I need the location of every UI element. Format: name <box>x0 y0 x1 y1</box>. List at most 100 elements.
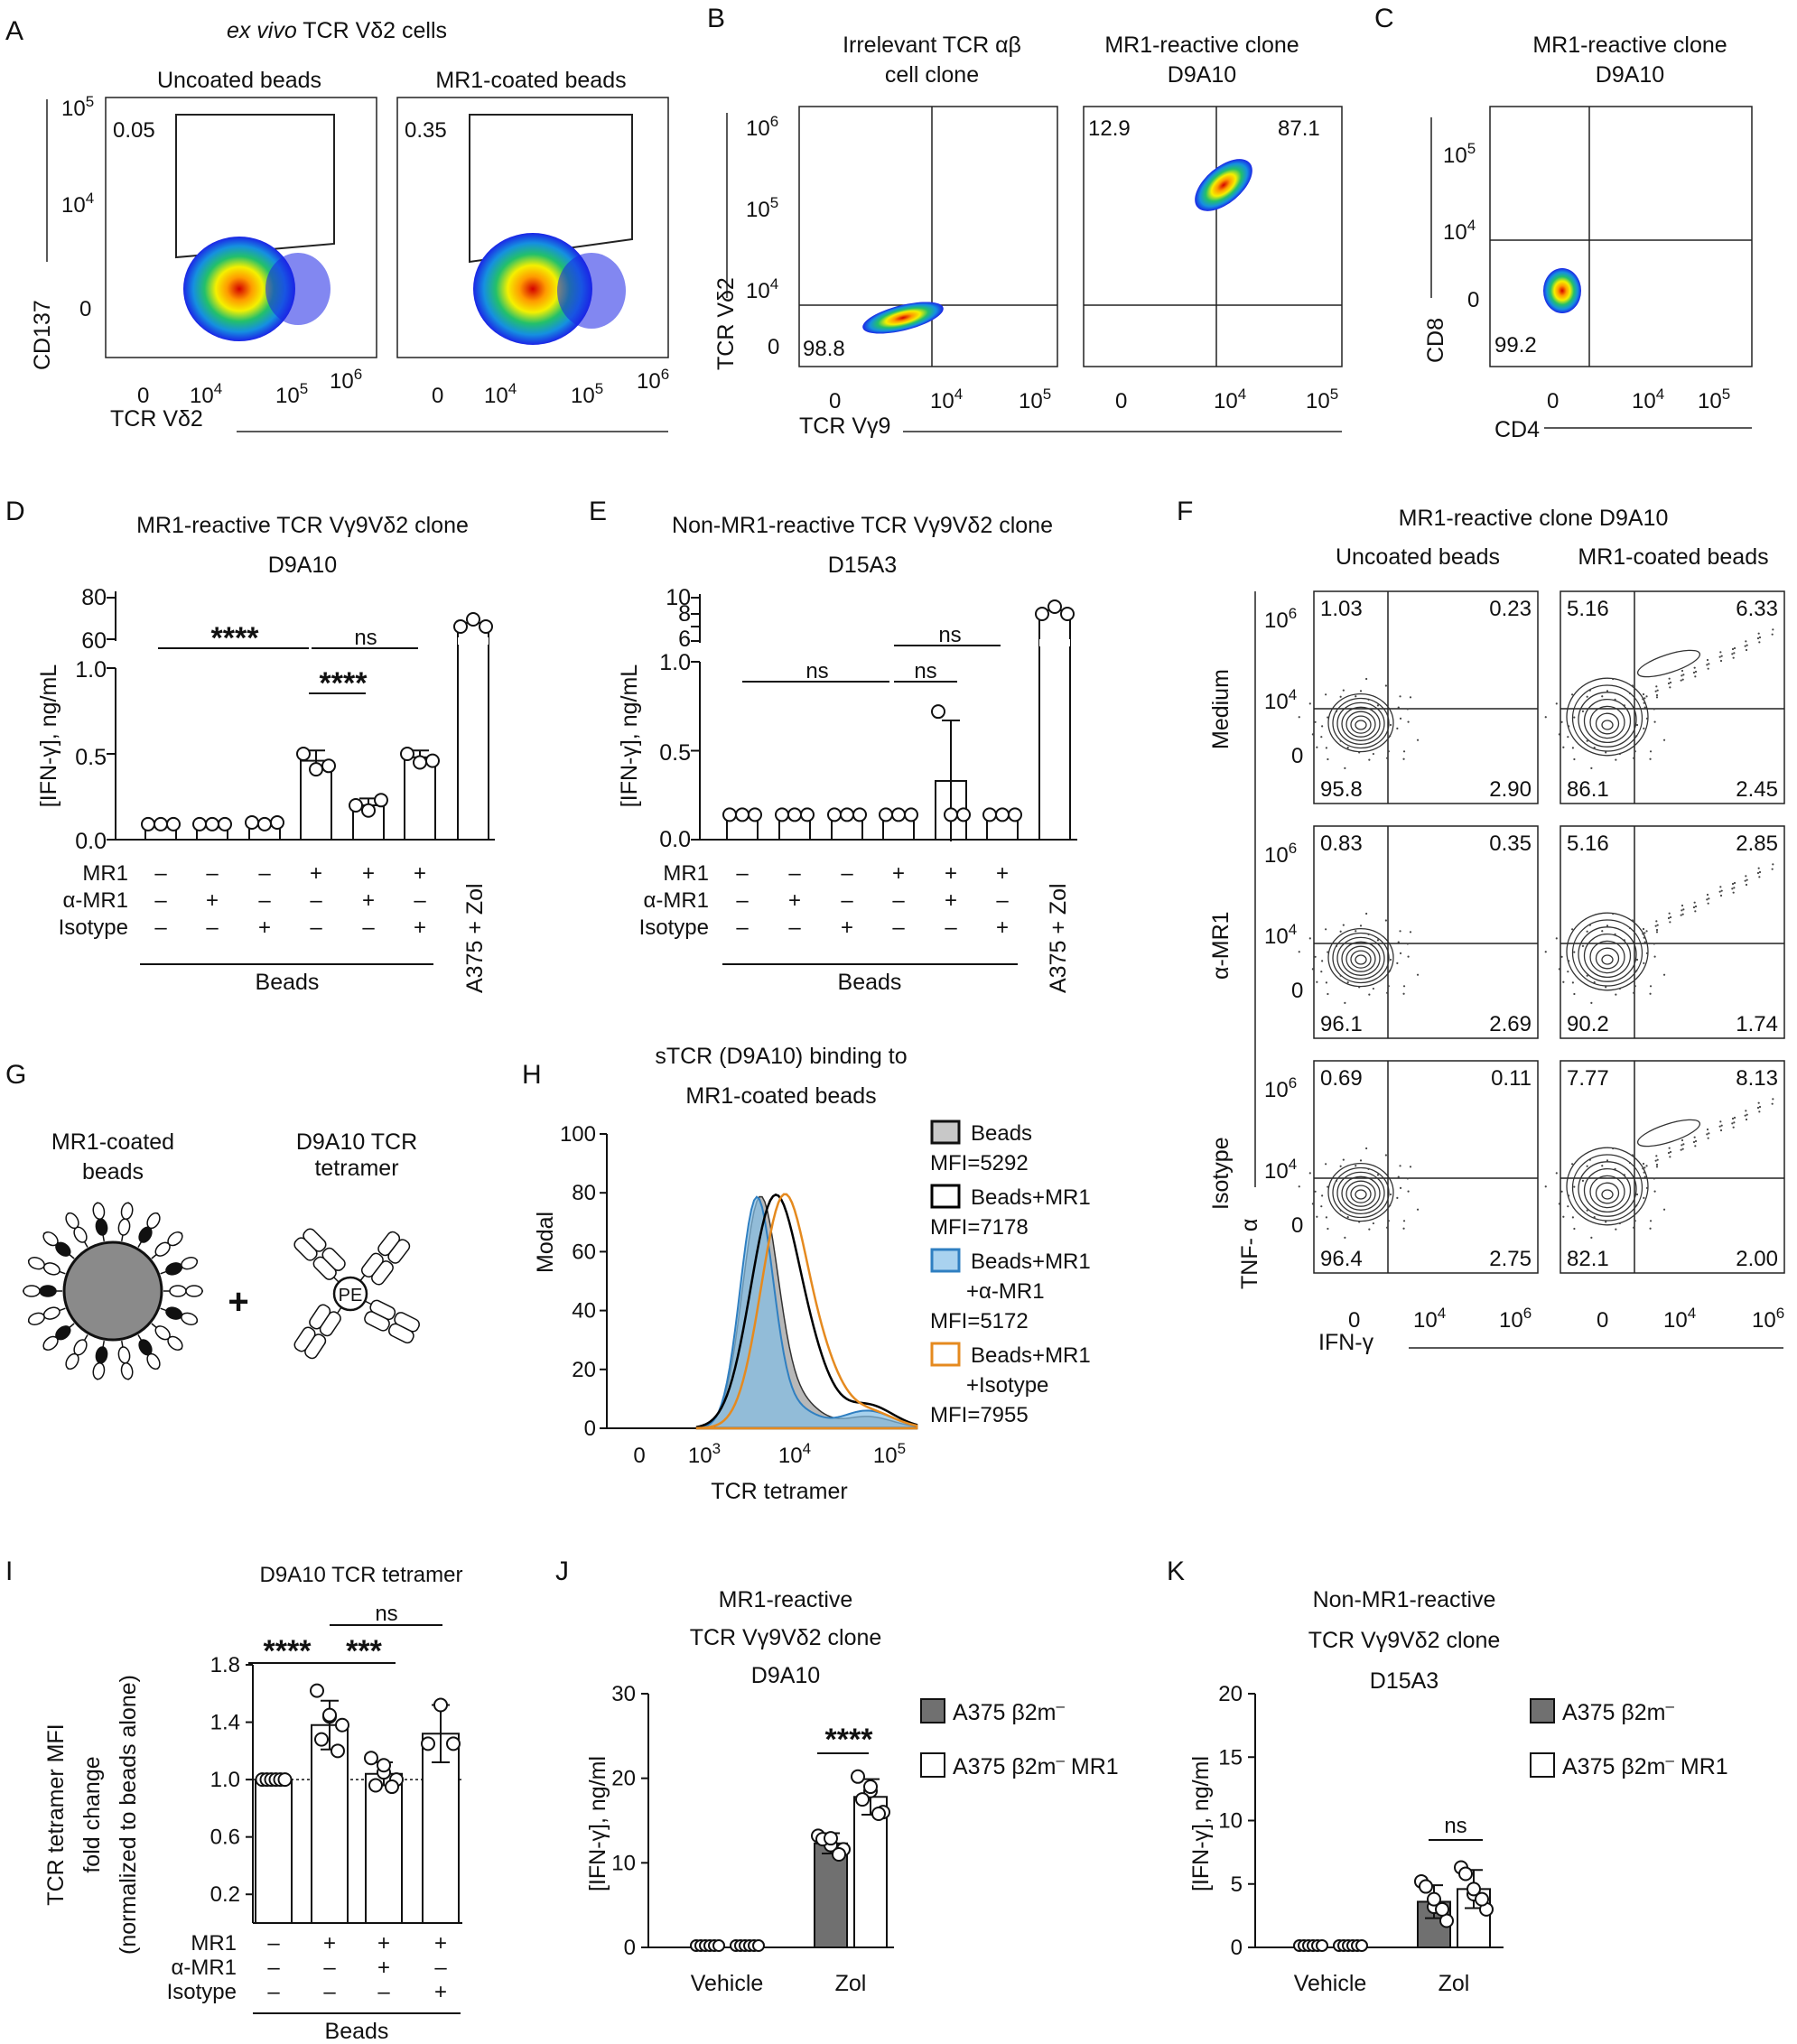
data-point <box>752 1939 765 1952</box>
legend-mfi: MFI=5172 <box>930 1309 1029 1333</box>
svg-text:ns: ns <box>805 659 828 683</box>
subtitle-uncoated: Uncoated beads <box>157 68 321 93</box>
plot-b1: 98.8 <box>798 106 1058 367</box>
svg-text:0: 0 <box>1547 389 1559 413</box>
y-axis-label: TNF- α <box>1237 1219 1262 1289</box>
sign: – <box>258 888 271 913</box>
y-tick: 60 <box>572 1240 596 1264</box>
y-tick: 1.8 <box>210 1653 240 1677</box>
data-point <box>891 807 906 822</box>
tcr-domain <box>309 1304 331 1330</box>
svg-text:D9A10: D9A10 <box>268 553 337 578</box>
sign: + <box>377 1956 390 1980</box>
svg-text:8: 8 <box>678 601 691 627</box>
data-point <box>141 816 155 832</box>
tcr-domain <box>303 1228 327 1252</box>
sign: + <box>362 861 375 886</box>
data-point <box>296 747 311 761</box>
sign: – <box>310 888 322 913</box>
mr1-molecule <box>92 1202 106 1221</box>
svg-text:106: 106 <box>330 366 362 394</box>
data-point <box>1466 1881 1481 1897</box>
contour <box>1336 936 1385 980</box>
sign: – <box>788 915 801 940</box>
svg-text:A375 β2m–: A375 β2m– <box>1562 1697 1674 1725</box>
x-axis-label: CD4 <box>1494 417 1540 442</box>
quadrant-value: 82.1 <box>1567 1247 1609 1271</box>
contour <box>1566 912 1649 991</box>
svg-text:α-MR1: α-MR1 <box>62 888 128 913</box>
svg-text:105: 105 <box>61 93 94 121</box>
mr1-molecule <box>165 1262 183 1276</box>
x-axis-label: TCR tetramer <box>711 1479 847 1504</box>
svg-text:ns: ns <box>938 623 961 647</box>
subtitle: Irrelevant TCR αβ <box>843 33 1021 58</box>
quadrant-value: 95.8 <box>1320 777 1363 802</box>
y-tick: 20 <box>1218 1682 1243 1706</box>
contour <box>1601 954 1614 965</box>
dot-cloud <box>473 233 592 345</box>
tcr-domain <box>321 1247 346 1271</box>
svg-text:105: 105 <box>1698 386 1730 413</box>
bead <box>62 1240 163 1342</box>
y-tick: 1.4 <box>210 1711 240 1735</box>
svg-text:Isotype: Isotype <box>59 915 128 940</box>
legend-item: Beads MFI=5292 <box>930 1120 1032 1175</box>
x-ticks: 0 104 105 106 0 104 105 106 <box>137 366 669 408</box>
data-point <box>257 816 272 832</box>
svg-text:0: 0 <box>137 384 149 408</box>
quadrant-value: 7.77 <box>1567 1066 1609 1091</box>
svg-text:6: 6 <box>678 627 691 652</box>
mr1-molecule <box>23 1285 41 1297</box>
data-point <box>787 807 802 822</box>
mr1-molecule <box>39 1285 57 1297</box>
svg-text:0: 0 <box>432 384 443 408</box>
contour <box>1341 706 1381 741</box>
svg-text:104: 104 <box>930 386 963 413</box>
legend-mfi: MFI=7955 <box>930 1403 1029 1427</box>
gate-value: 0.35 <box>405 118 447 143</box>
significance: ns ns ns <box>742 623 1001 683</box>
data-point <box>374 793 388 808</box>
condition-rows: MR1 α-MR1 Isotype – + + +– – + –– – – + <box>167 1931 448 2004</box>
y-tick: 80 <box>572 1181 596 1205</box>
data-point <box>855 1792 870 1807</box>
sign: – <box>996 888 1009 913</box>
svg-text:0: 0 <box>79 297 91 321</box>
svg-text:MR1-coated beads: MR1-coated beads <box>685 1083 876 1109</box>
svg-text:Medium: Medium <box>1208 669 1234 749</box>
data-point <box>270 815 284 830</box>
data-point <box>321 758 336 774</box>
svg-text:***: *** <box>346 1634 382 1668</box>
svg-text:A375 β2m– MR1: A375 β2m– MR1 <box>953 1751 1119 1779</box>
contour <box>1583 933 1632 979</box>
quadrant-value: 5.16 <box>1567 597 1609 621</box>
data-point <box>712 1939 725 1952</box>
svg-text:105: 105 <box>1306 386 1338 413</box>
svg-text:MR1: MR1 <box>663 861 709 886</box>
data-point <box>245 815 259 830</box>
svg-text:0.5: 0.5 <box>75 745 107 770</box>
bar <box>255 1779 293 1924</box>
svg-text:****: **** <box>320 666 368 701</box>
svg-text:106: 106 <box>1499 1305 1532 1333</box>
svg-text:MR1-coated: MR1-coated <box>51 1129 174 1155</box>
mr1-molecule <box>92 1361 106 1380</box>
y-tick: 20 <box>572 1358 596 1382</box>
panel-h: H sTCR (D9A10) binding to MR1-coated bea… <box>522 1044 1091 1504</box>
sign: + <box>892 861 905 886</box>
data-point <box>1419 1879 1433 1894</box>
svg-text:80: 80 <box>81 585 107 610</box>
svg-text:ns: ns <box>1444 1814 1466 1838</box>
svg-text:A375 β2m– MR1: A375 β2m– MR1 <box>1562 1751 1728 1779</box>
data-point <box>364 1751 378 1766</box>
panel-i: I D9A10 TCR tetramer TCR tetramer MFI fo… <box>5 1556 462 2044</box>
legend-item: Beads+MR1 MFI=7178 <box>930 1184 1091 1240</box>
quadrant-value: 2.85 <box>1736 832 1778 856</box>
histogram-beads-mr1-anti-mr1 <box>696 1195 917 1429</box>
sign: + <box>377 1931 390 1956</box>
sign: – <box>736 888 749 913</box>
contour <box>1571 1154 1643 1222</box>
y-tick: 0 <box>624 1936 636 1960</box>
quadrant-value: 0.35 <box>1489 832 1532 856</box>
